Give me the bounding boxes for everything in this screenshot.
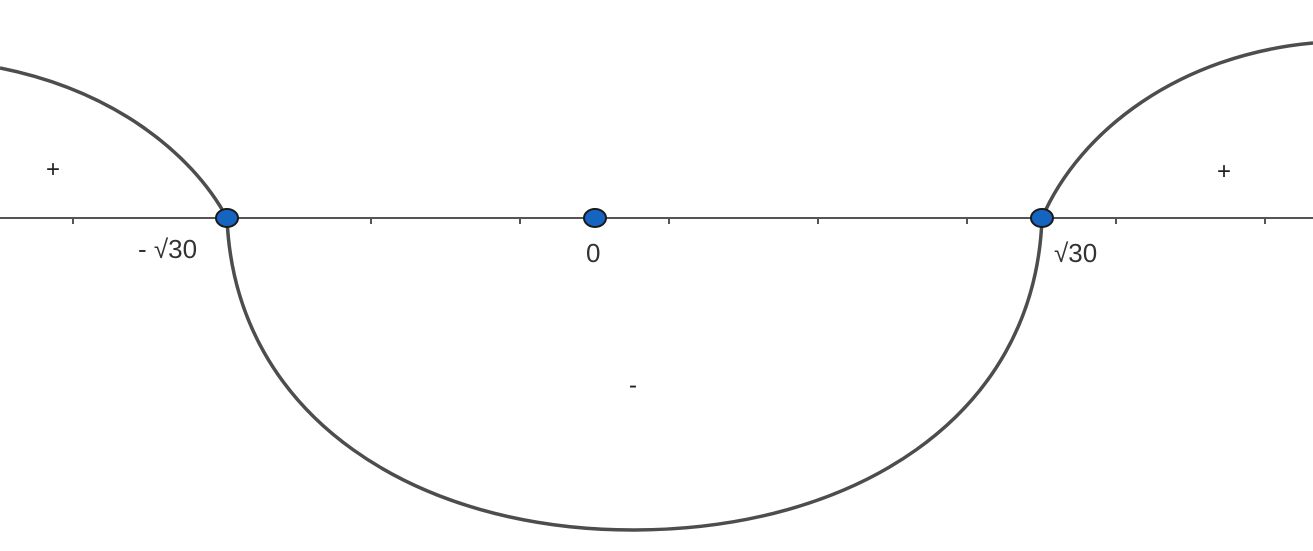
point-neg-sqrt30 — [215, 208, 239, 228]
label-pos-sqrt30: √30 — [1054, 238, 1098, 268]
sign-middle-interval: - — [629, 372, 637, 399]
left-arc-positive — [0, 66, 229, 219]
point-zero — [583, 208, 607, 228]
middle-arc-negative — [225, 217, 1044, 532]
label-zero: 0 — [586, 238, 601, 268]
sign-left-interval: + — [46, 156, 61, 183]
point-pos-sqrt30 — [1030, 208, 1054, 228]
label-neg-sqrt30: - √30 — [138, 234, 198, 264]
right-arc-positive — [1040, 41, 1313, 219]
sign-right-interval: + — [1217, 158, 1232, 185]
